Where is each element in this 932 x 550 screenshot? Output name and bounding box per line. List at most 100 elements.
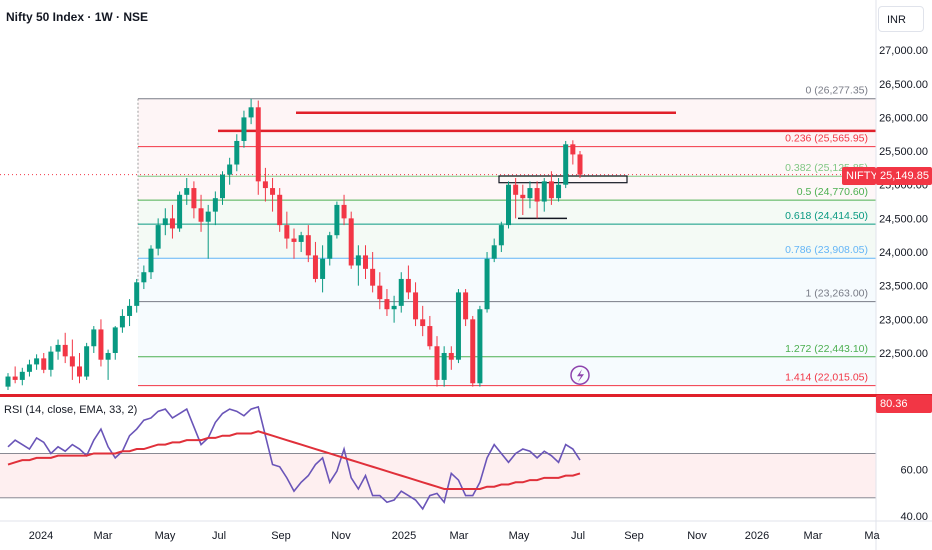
resistance-lines[interactable] [218, 111, 876, 385]
candle-body-23 [169, 218, 175, 229]
alert-icon [570, 365, 590, 385]
candle-body-39 [284, 225, 290, 239]
candle-body-65 [470, 319, 476, 384]
time-tick-13: Mar [804, 530, 823, 542]
candle-body-54 [391, 305, 397, 310]
candle-body-64 [463, 292, 469, 320]
candle-body-8 [62, 344, 68, 357]
price-tick-8: 23,000.00 [879, 314, 928, 326]
candle-body-74 [534, 188, 540, 202]
candle-body-36 [262, 181, 268, 189]
candle-body-57 [413, 292, 419, 320]
candle-body-2 [19, 371, 25, 380]
candles [5, 98, 583, 390]
time-tick-0: 2024 [29, 530, 53, 542]
candle-body-55 [398, 278, 404, 306]
fib-label-0: 0 (26,277.35) [806, 85, 868, 97]
time-tick-12: 2026 [745, 530, 769, 542]
price-tick-1: 26,500.00 [879, 79, 928, 91]
candle-body-30 [220, 174, 225, 199]
rsi-tick-0: 60.00 [900, 464, 928, 476]
candle-body-44 [320, 258, 326, 279]
fib-label-5: 0.786 (23,908.05) [785, 244, 868, 256]
candle-body-27 [198, 208, 204, 222]
candle-body-51 [370, 268, 376, 286]
last-price-badge: 25,149.85 [876, 167, 932, 185]
candle-body-49 [355, 255, 361, 266]
fib-retracement[interactable]: 0 (26,277.35)0.236 (25,565.95)0.382 (25,… [0, 85, 876, 387]
pane-divider[interactable] [0, 394, 932, 397]
candle-body-3 [26, 364, 32, 372]
candle-body-6 [48, 351, 54, 370]
rsi-band [0, 453, 876, 498]
candle-body-76 [548, 181, 554, 199]
candle-body-70 [506, 184, 511, 226]
candle-body-63 [455, 292, 461, 360]
candle-body-45 [327, 235, 333, 259]
candle-body-18 [134, 282, 140, 306]
time-tick-14: Ma [864, 530, 880, 542]
rsi-value: 80.36 [880, 398, 908, 410]
candle-body-72 [520, 194, 526, 199]
candle-body-7 [55, 344, 61, 352]
candle-body-75 [541, 181, 547, 202]
candle-body-19 [141, 272, 147, 283]
consolidation-box [498, 175, 628, 184]
price-tick-5: 24,500.00 [879, 213, 928, 225]
rsi-line [7, 405, 581, 511]
time-tick-4: Sep [271, 530, 291, 542]
candle-body-73 [527, 188, 533, 199]
candle-body-16 [119, 315, 125, 328]
candle-body-11 [84, 346, 90, 377]
candle-body-43 [312, 255, 318, 279]
candle-body-58 [420, 319, 426, 327]
candle-body-69 [498, 225, 504, 246]
candle-body-56 [405, 278, 411, 293]
price-tick-2: 26,000.00 [879, 112, 928, 124]
candle-body-28 [205, 211, 211, 222]
candle-body-15 [112, 327, 118, 353]
fib-label-7: 1.272 (22,443.10) [785, 343, 868, 355]
last-price: 25,149.85 [880, 170, 929, 182]
time-tick-6: 2025 [392, 530, 416, 542]
candle-body-17 [127, 305, 133, 316]
rsi-ma-line [7, 430, 581, 490]
chart-title: Nifty 50 Index · 1W · NSE [6, 10, 149, 24]
candle-body-41 [298, 235, 304, 242]
candle-body-20 [148, 248, 154, 273]
candle-body-67 [484, 258, 490, 310]
candle-body-52 [377, 285, 383, 300]
candle-body-66 [477, 309, 483, 384]
fib-label-6: 1 (23,263.00) [806, 288, 868, 300]
candle-body-4 [34, 358, 40, 365]
fib-label-1: 0.236 (25,565.95) [785, 133, 868, 145]
price-tick-3: 25,500.00 [879, 146, 928, 158]
rsi-indicator-label[interactable]: RSI (14, close, EMA, 33, 2) [4, 404, 138, 416]
candle-body-79 [570, 144, 576, 155]
time-tick-11: Nov [687, 530, 707, 542]
price-tick-6: 24,000.00 [879, 247, 928, 259]
rsi-tick-1: 40.00 [900, 511, 928, 523]
fib-label-4: 0.618 (24,414.50) [785, 210, 868, 222]
time-tick-9: Jul [571, 530, 585, 542]
time-tick-10: Sep [624, 530, 644, 542]
currency-button[interactable]: INR [878, 6, 924, 32]
price-symbol-badge: NIFTY [842, 167, 878, 185]
price-tick-7: 23,500.00 [879, 281, 928, 293]
candle-body-46 [334, 204, 340, 236]
candle-body-40 [291, 238, 297, 242]
candle-body-78 [563, 144, 569, 185]
candle-body-9 [69, 356, 75, 367]
price-axis-bg [876, 0, 932, 550]
fib-zone-3 [138, 258, 876, 386]
candle-body-31 [227, 164, 233, 175]
time-tick-8: May [509, 530, 530, 542]
candle-body-53 [384, 299, 390, 310]
candle-body-10 [77, 366, 82, 377]
time-tick-7: Mar [450, 530, 469, 542]
lightning-icon [577, 369, 584, 383]
time-tick-1: Mar [94, 530, 113, 542]
fib-label-8: 1.414 (22,015.05) [785, 372, 868, 384]
